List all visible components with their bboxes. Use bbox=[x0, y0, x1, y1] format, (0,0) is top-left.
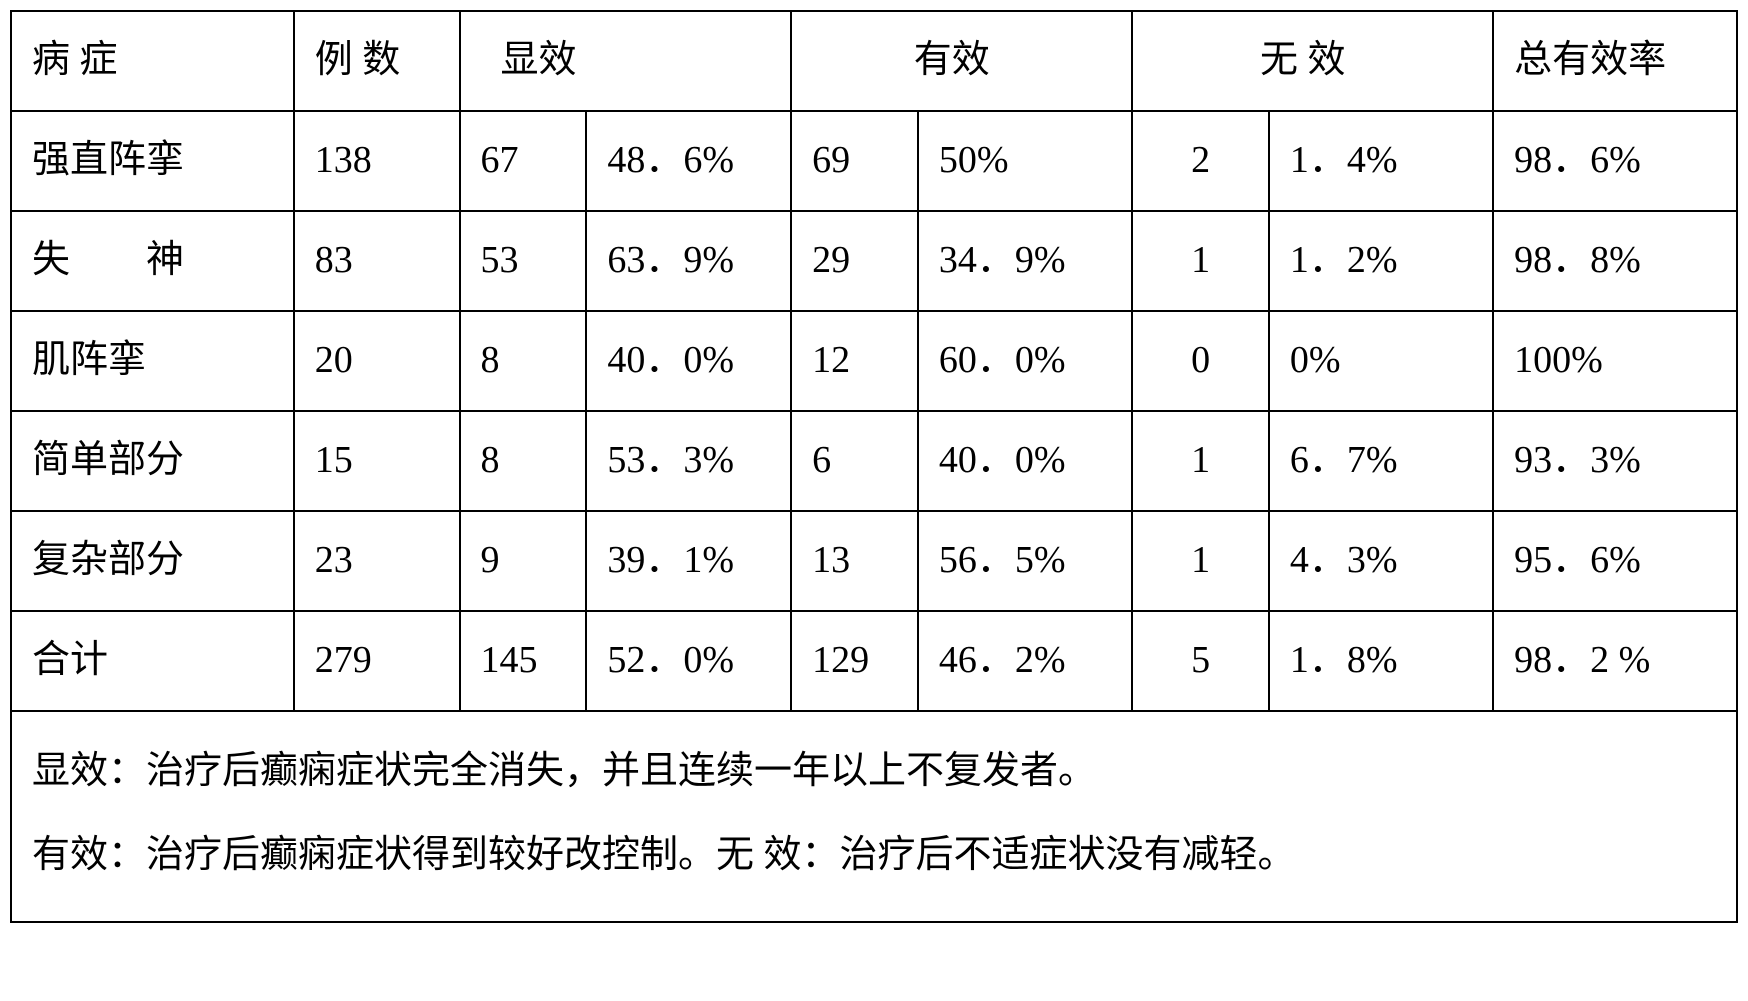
cell-youxiao-p: 46．2% bbox=[918, 611, 1133, 711]
table-row: 简单部分 15 8 53．3% 6 40．0% 1 6．7% 93．3% bbox=[11, 411, 1737, 511]
cell-condition: 肌阵挛 bbox=[11, 311, 294, 411]
table-row: 强直阵挛 138 67 48．6% 69 50% 2 1．4% 98．6% bbox=[11, 111, 1737, 211]
cell-xianxiao-n: 67 bbox=[460, 111, 587, 211]
cell-youxiao-p: 40．0% bbox=[918, 411, 1133, 511]
cell-xianxiao-n: 145 bbox=[460, 611, 587, 711]
cell-xianxiao-p: 52．0% bbox=[586, 611, 791, 711]
cell-count: 83 bbox=[294, 211, 460, 311]
cell-youxiao-n: 12 bbox=[791, 311, 918, 411]
cell-rate: 98．2 % bbox=[1493, 611, 1737, 711]
table-footer-row: 显效：治疗后癫痫症状完全消失，并且连续一年以上不复发者。 有效：治疗后癫痫症状得… bbox=[11, 711, 1737, 922]
cell-count: 20 bbox=[294, 311, 460, 411]
cell-condition: 强直阵挛 bbox=[11, 111, 294, 211]
cell-xianxiao-p: 63．9% bbox=[586, 211, 791, 311]
cell-wuxiao-p: 6．7% bbox=[1269, 411, 1493, 511]
cell-xianxiao-p: 53．3% bbox=[586, 411, 791, 511]
cell-youxiao-p: 50% bbox=[918, 111, 1133, 211]
cell-youxiao-n: 6 bbox=[791, 411, 918, 511]
cell-condition: 失 神 bbox=[11, 211, 294, 311]
cell-xianxiao-n: 8 bbox=[460, 411, 587, 511]
cell-youxiao-n: 29 bbox=[791, 211, 918, 311]
table-header-row: 病 症 例 数 显效 有效 无 效 总有效率 bbox=[11, 11, 1737, 111]
cell-rate: 95．6% bbox=[1493, 511, 1737, 611]
header-wuxiao: 无 效 bbox=[1132, 11, 1493, 111]
cell-xianxiao-n: 8 bbox=[460, 311, 587, 411]
cell-wuxiao-p: 0% bbox=[1269, 311, 1493, 411]
header-xianxiao: 显效 bbox=[460, 11, 792, 111]
cell-youxiao-n: 129 bbox=[791, 611, 918, 711]
cell-wuxiao-p: 4．3% bbox=[1269, 511, 1493, 611]
footer-line-2: 有效：治疗后癫痫症状得到较好改控制。无 效：治疗后不适症状没有减轻。 bbox=[32, 814, 1716, 898]
cell-youxiao-n: 13 bbox=[791, 511, 918, 611]
cell-count: 279 bbox=[294, 611, 460, 711]
cell-rate: 93．3% bbox=[1493, 411, 1737, 511]
cell-xianxiao-n: 53 bbox=[460, 211, 587, 311]
table-row: 失 神 83 53 63．9% 29 34．9% 1 1．2% 98．8% bbox=[11, 211, 1737, 311]
cell-count: 15 bbox=[294, 411, 460, 511]
cell-wuxiao-n: 1 bbox=[1132, 211, 1269, 311]
cell-rate: 100% bbox=[1493, 311, 1737, 411]
cell-youxiao-p: 34．9% bbox=[918, 211, 1133, 311]
cell-xianxiao-n: 9 bbox=[460, 511, 587, 611]
cell-wuxiao-n: 1 bbox=[1132, 511, 1269, 611]
cell-youxiao-n: 69 bbox=[791, 111, 918, 211]
table-row: 肌阵挛 20 8 40．0% 12 60．0% 0 0% 100% bbox=[11, 311, 1737, 411]
cell-rate: 98．8% bbox=[1493, 211, 1737, 311]
cell-wuxiao-p: 1．8% bbox=[1269, 611, 1493, 711]
cell-youxiao-p: 60．0% bbox=[918, 311, 1133, 411]
footer-notes: 显效：治疗后癫痫症状完全消失，并且连续一年以上不复发者。 有效：治疗后癫痫症状得… bbox=[11, 711, 1737, 922]
table-row: 复杂部分 23 9 39．1% 13 56．5% 1 4．3% 95．6% bbox=[11, 511, 1737, 611]
cell-xianxiao-p: 39．1% bbox=[586, 511, 791, 611]
cell-wuxiao-p: 1．4% bbox=[1269, 111, 1493, 211]
header-condition: 病 症 bbox=[11, 11, 294, 111]
cell-condition: 复杂部分 bbox=[11, 511, 294, 611]
efficacy-table: 病 症 例 数 显效 有效 无 效 总有效率 强直阵挛 138 67 48．6%… bbox=[10, 10, 1738, 923]
cell-wuxiao-n: 1 bbox=[1132, 411, 1269, 511]
header-youxiao: 有效 bbox=[791, 11, 1132, 111]
efficacy-table-container: 病 症 例 数 显效 有效 无 效 总有效率 强直阵挛 138 67 48．6%… bbox=[10, 10, 1738, 923]
cell-wuxiao-n: 0 bbox=[1132, 311, 1269, 411]
cell-wuxiao-n: 2 bbox=[1132, 111, 1269, 211]
cell-youxiao-p: 56．5% bbox=[918, 511, 1133, 611]
header-rate: 总有效率 bbox=[1493, 11, 1737, 111]
cell-xianxiao-p: 48．6% bbox=[586, 111, 791, 211]
cell-condition: 简单部分 bbox=[11, 411, 294, 511]
cell-condition: 合计 bbox=[11, 611, 294, 711]
footer-line-1: 显效：治疗后癫痫症状完全消失，并且连续一年以上不复发者。 bbox=[32, 730, 1716, 814]
header-count: 例 数 bbox=[294, 11, 460, 111]
cell-count: 138 bbox=[294, 111, 460, 211]
cell-count: 23 bbox=[294, 511, 460, 611]
cell-wuxiao-n: 5 bbox=[1132, 611, 1269, 711]
cell-wuxiao-p: 1．2% bbox=[1269, 211, 1493, 311]
cell-rate: 98．6% bbox=[1493, 111, 1737, 211]
table-row-total: 合计 279 145 52．0% 129 46．2% 5 1．8% 98．2 % bbox=[11, 611, 1737, 711]
cell-xianxiao-p: 40．0% bbox=[586, 311, 791, 411]
